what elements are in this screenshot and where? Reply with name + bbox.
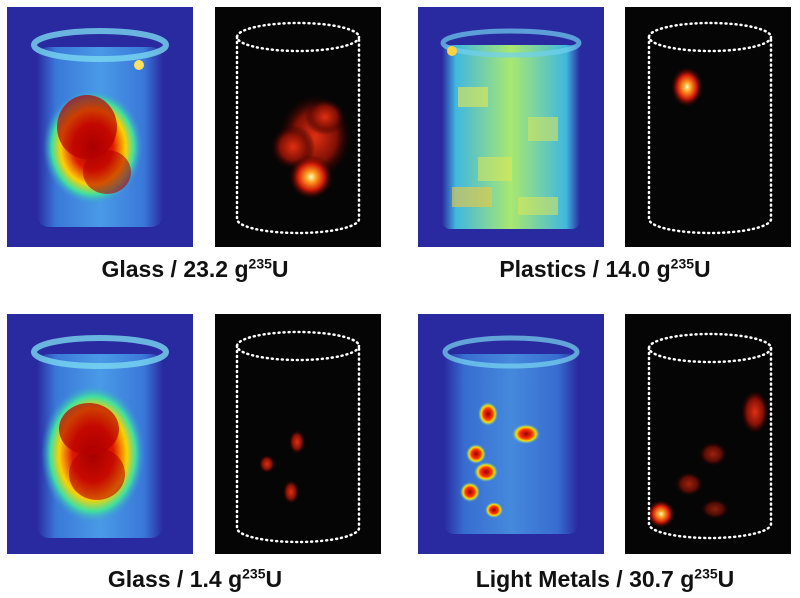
- caption-separator: /: [586, 256, 606, 282]
- caption-material: Plastics: [499, 256, 587, 282]
- caption-isotope: 235: [670, 255, 695, 272]
- caption-material: Glass: [101, 256, 165, 282]
- caption-glass-low: Glass / 1.4 g235U: [20, 565, 370, 593]
- caption-separator: /: [164, 256, 184, 282]
- caption-mass: 14.0 g: [605, 256, 671, 282]
- transmission-tomography-image: [7, 7, 193, 247]
- caption-material: Glass: [107, 566, 171, 592]
- transmission-image-glass-high: [7, 7, 193, 247]
- caption-element: U: [265, 566, 283, 592]
- emission-tomography-image: [215, 314, 381, 554]
- caption-glass-high: Glass / 23.2 g235U: [20, 255, 370, 283]
- transmission-image-light-metals: [418, 314, 604, 554]
- caption-isotope: 235: [248, 255, 272, 272]
- caption-mass: 23.2 g: [183, 256, 249, 282]
- caption-element: U: [717, 566, 735, 592]
- transmission-tomography-image: [7, 314, 193, 554]
- caption-light-metals: Light Metals / 30.7 g235U: [430, 565, 780, 593]
- caption-element: U: [271, 256, 289, 282]
- emission-image-light-metals: [625, 314, 791, 554]
- emission-image-glass-low: [215, 314, 381, 554]
- caption-separator: /: [609, 566, 630, 592]
- caption-separator: /: [170, 566, 190, 592]
- caption-isotope: 235: [242, 565, 266, 582]
- transmission-image-plastics: [418, 7, 604, 247]
- transmission-tomography-image: [418, 314, 604, 554]
- caption-material: Light Metals: [475, 566, 610, 592]
- emission-image-glass-high: [215, 7, 381, 247]
- emission-image-plastics: [625, 7, 791, 247]
- caption-plastics: Plastics / 14.0 g235U: [430, 255, 780, 283]
- emission-tomography-image: [625, 314, 791, 554]
- emission-tomography-image: [215, 7, 381, 247]
- transmission-image-glass-low: [7, 314, 193, 554]
- emission-tomography-image: [625, 7, 791, 247]
- caption-isotope: 235: [694, 565, 718, 582]
- caption-mass: 1.4 g: [189, 566, 243, 592]
- caption-mass: 30.7 g: [629, 566, 695, 592]
- transmission-tomography-image: [418, 7, 604, 247]
- caption-element: U: [694, 256, 711, 282]
